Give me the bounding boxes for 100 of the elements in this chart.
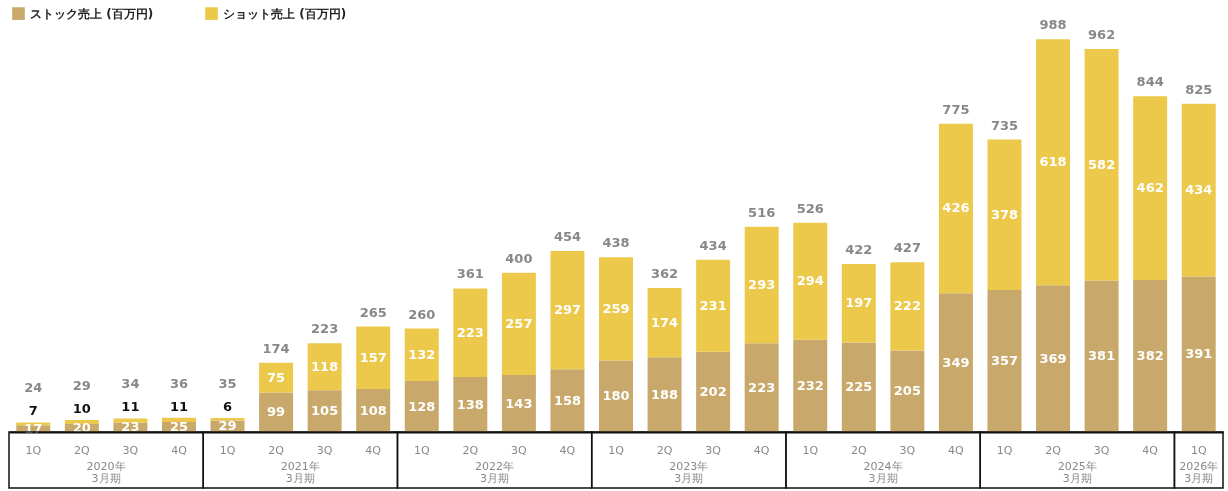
legend-label: ショット売上 (百万円) bbox=[223, 6, 347, 21]
bar bbox=[501, 375, 536, 432]
legend-label: ストック売上 (百万円) bbox=[30, 6, 154, 21]
bar bbox=[793, 339, 828, 432]
data-label: 294 bbox=[796, 273, 824, 289]
bar bbox=[938, 123, 973, 294]
bar bbox=[1084, 280, 1119, 432]
data-label: 132 bbox=[408, 346, 436, 362]
data-label: 223 bbox=[456, 324, 484, 340]
data-label: 23 bbox=[121, 419, 140, 435]
data-label: 357 bbox=[990, 352, 1019, 368]
data-label: 618 bbox=[1039, 154, 1067, 170]
bar bbox=[356, 326, 391, 390]
data-label: 105 bbox=[311, 403, 339, 419]
x-tick-label: 2Q bbox=[1045, 443, 1062, 457]
data-label: 197 bbox=[845, 295, 873, 311]
x-tick-label: 4Q bbox=[559, 443, 576, 457]
x-tick-label: 1Q bbox=[802, 443, 819, 457]
total-label: 825 bbox=[1185, 81, 1213, 97]
data-label: 180 bbox=[602, 388, 630, 404]
data-label: 138 bbox=[456, 396, 484, 412]
total-label: 223 bbox=[311, 321, 339, 337]
bar bbox=[1133, 96, 1168, 281]
bar bbox=[1181, 276, 1216, 432]
total-label: 24 bbox=[24, 380, 43, 396]
data-label: 257 bbox=[505, 315, 533, 331]
text: 2021年 3月期 bbox=[280, 460, 320, 485]
data-label: 369 bbox=[1039, 350, 1067, 366]
data-label: 11 bbox=[169, 398, 189, 414]
data-label: 259 bbox=[602, 300, 630, 316]
data-label: 462 bbox=[1136, 180, 1164, 196]
bar bbox=[453, 288, 488, 378]
x-tick-label: 3Q bbox=[511, 443, 528, 457]
total-label: 265 bbox=[359, 304, 387, 320]
data-label: 29 bbox=[218, 418, 237, 434]
data-label: 426 bbox=[942, 200, 970, 216]
total-label: 962 bbox=[1088, 26, 1116, 42]
x-tick-label: 2Q bbox=[74, 443, 90, 457]
bar bbox=[744, 343, 779, 432]
total-label: 35 bbox=[218, 376, 237, 392]
total-label: 362 bbox=[650, 265, 679, 281]
x-tick-label: 1Q bbox=[1190, 443, 1207, 457]
x-tick-label: 3Q bbox=[705, 443, 722, 457]
bar bbox=[1036, 39, 1071, 286]
bar bbox=[890, 350, 925, 432]
bar bbox=[1084, 48, 1119, 281]
data-label: 6 bbox=[223, 399, 233, 415]
total-label: 988 bbox=[1039, 17, 1067, 33]
bar bbox=[647, 357, 682, 432]
bar bbox=[793, 222, 828, 340]
total-label: 844 bbox=[1136, 74, 1164, 90]
x-tick-label: 2Q bbox=[656, 443, 673, 457]
bar bbox=[1181, 103, 1216, 277]
total-label: 361 bbox=[456, 266, 484, 282]
text: 2020年 3月期 bbox=[86, 460, 126, 485]
data-label: 382 bbox=[1136, 348, 1164, 364]
bar bbox=[890, 262, 925, 351]
x-tick-label: 3Q bbox=[316, 443, 333, 457]
x-tick-label: 1Q bbox=[413, 443, 430, 457]
total-label: 735 bbox=[990, 117, 1019, 133]
data-label: 10 bbox=[72, 401, 91, 417]
data-label: 188 bbox=[650, 386, 679, 402]
bar bbox=[599, 257, 633, 361]
x-tick-label: 3Q bbox=[1093, 443, 1110, 457]
text: 2025年 3月期 bbox=[1057, 460, 1097, 485]
bar bbox=[501, 272, 536, 376]
total-label: 516 bbox=[748, 204, 776, 220]
bar bbox=[1133, 280, 1168, 432]
bar bbox=[307, 343, 342, 391]
text: 2024年 3月期 bbox=[863, 460, 903, 485]
x-tick-label: 1Q bbox=[25, 443, 42, 457]
data-label: 205 bbox=[893, 383, 921, 399]
total-label: 454 bbox=[553, 228, 582, 244]
x-tick-label: 2Q bbox=[462, 443, 479, 457]
data-label: 11 bbox=[121, 399, 140, 415]
data-label: 297 bbox=[553, 302, 582, 318]
data-label: 174 bbox=[650, 314, 679, 330]
data-label: 293 bbox=[748, 277, 776, 292]
total-label: 36 bbox=[169, 375, 189, 391]
text: 2023年 3月期 bbox=[669, 460, 709, 485]
total-label: 775 bbox=[942, 101, 970, 117]
x-tick-label: 3Q bbox=[122, 443, 139, 457]
x-tick-label: 2Q bbox=[850, 443, 867, 457]
total-label: 526 bbox=[796, 200, 824, 216]
data-label: 349 bbox=[942, 354, 970, 370]
data-label: 25 bbox=[169, 419, 189, 435]
bar bbox=[987, 289, 1022, 432]
data-label: 232 bbox=[796, 377, 824, 393]
total-label: 434 bbox=[699, 237, 727, 253]
x-tick-label: 1Q bbox=[219, 443, 236, 457]
data-label: 434 bbox=[1185, 182, 1213, 198]
data-label: 158 bbox=[553, 392, 582, 408]
data-label: 128 bbox=[408, 398, 436, 414]
data-label: 378 bbox=[990, 206, 1019, 222]
bar bbox=[938, 293, 973, 432]
bar bbox=[453, 377, 488, 432]
x-tick-label: 4Q bbox=[948, 443, 965, 457]
total-label: 400 bbox=[505, 250, 533, 266]
x-tick-label: 4Q bbox=[171, 443, 188, 457]
x-tick-label: 1Q bbox=[996, 443, 1013, 457]
